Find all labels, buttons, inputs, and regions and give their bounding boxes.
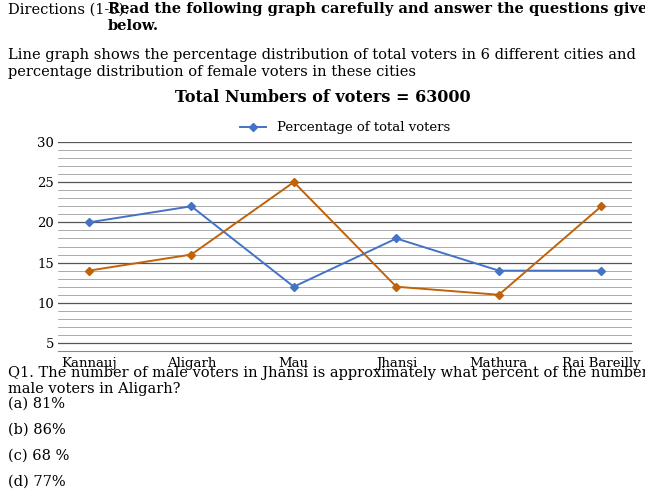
Text: (a) 81%: (a) 81% xyxy=(8,397,64,411)
Text: (b) 86%: (b) 86% xyxy=(8,423,66,437)
Text: (d) 77%: (d) 77% xyxy=(8,475,65,489)
Text: Total Numbers of voters = 63000: Total Numbers of voters = 63000 xyxy=(175,89,470,106)
Text: Q1. The number of male voters in Jhansi is approximately what percent of the num: Q1. The number of male voters in Jhansi … xyxy=(8,366,645,396)
Text: Read the following graph carefully and answer the questions given
below.: Read the following graph carefully and a… xyxy=(108,2,645,33)
Text: (c) 68 %: (c) 68 % xyxy=(8,449,69,463)
Legend: Percentage of total voters: Percentage of total voters xyxy=(240,122,450,134)
Text: Line graph shows the percentage distribution of total voters in 6 different citi: Line graph shows the percentage distribu… xyxy=(8,48,635,79)
Text: Directions (1-5):: Directions (1-5): xyxy=(8,2,134,16)
